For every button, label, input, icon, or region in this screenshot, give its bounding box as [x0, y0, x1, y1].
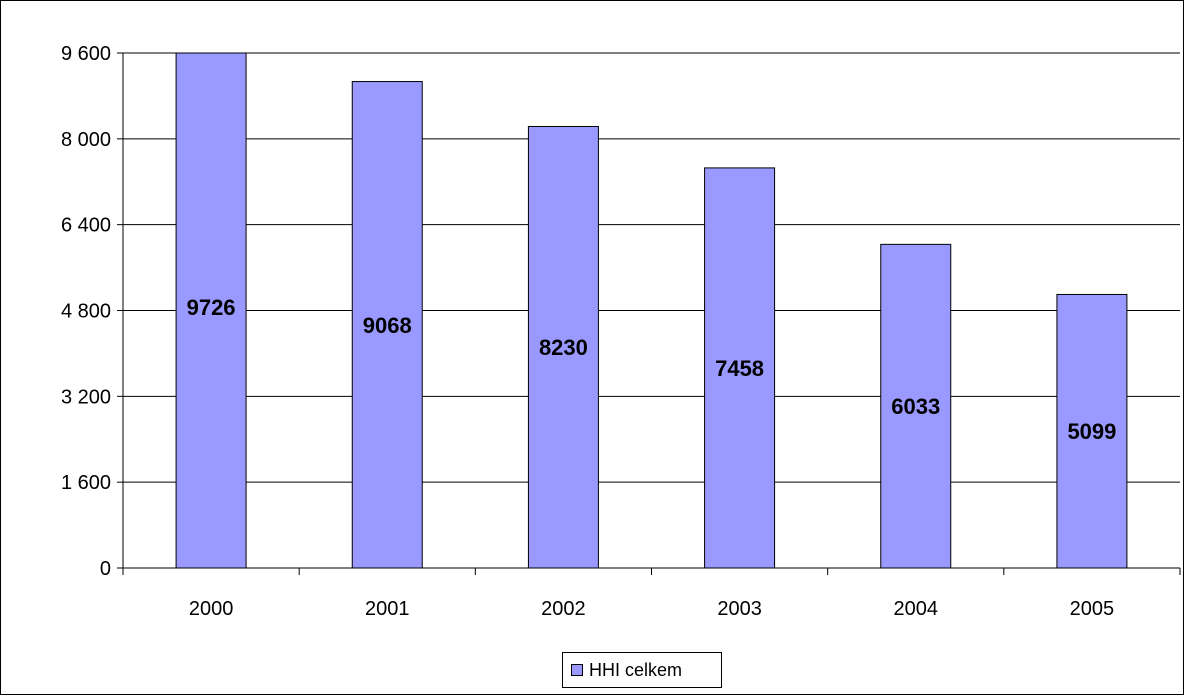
axes: [117, 52, 1181, 575]
data-label-2003: 7458: [715, 356, 764, 381]
y-tick-label: 8 000: [61, 129, 111, 151]
y-tick-label: 1 600: [61, 472, 111, 494]
x-tick-label: 2003: [717, 598, 762, 620]
bar-2001: [351, 81, 423, 569]
legend-label: HHI celkem: [589, 659, 683, 680]
legend: HHI celkem: [562, 652, 722, 688]
y-tick-label: 9 600: [61, 43, 111, 65]
y-tick-label: 4 800: [61, 301, 111, 323]
data-label-2000: 9726: [187, 295, 236, 320]
bar-2000: [175, 52, 247, 569]
data-label-2002: 8230: [539, 335, 588, 360]
bar-2002: [527, 125, 599, 569]
labels: 0 1 600 3 200 4 800 6 400 8 000 9 600 9726 2000 9…: [61, 43, 1116, 620]
y-tick-label: 0: [100, 558, 111, 580]
bar-2005: [1056, 293, 1128, 569]
bar-2003: [704, 167, 776, 569]
legend-swatch: [571, 664, 583, 676]
x-tick-label: 2001: [365, 598, 410, 620]
data-label-2005: 5099: [1067, 419, 1116, 444]
data-label-2001: 9068: [363, 313, 412, 338]
bar-2004: [880, 243, 952, 569]
y-tick-label: 6 400: [61, 215, 111, 237]
bars: [175, 52, 1128, 569]
x-tick-label: 2004: [894, 598, 939, 620]
x-tick-label: 2002: [541, 598, 586, 620]
y-tick-label: 3 200: [61, 386, 111, 408]
data-label-2004: 6033: [891, 394, 940, 419]
x-tick-label: 2000: [189, 598, 234, 620]
gridlines: [123, 52, 1180, 483]
x-tick-label: 2005: [1070, 598, 1115, 620]
